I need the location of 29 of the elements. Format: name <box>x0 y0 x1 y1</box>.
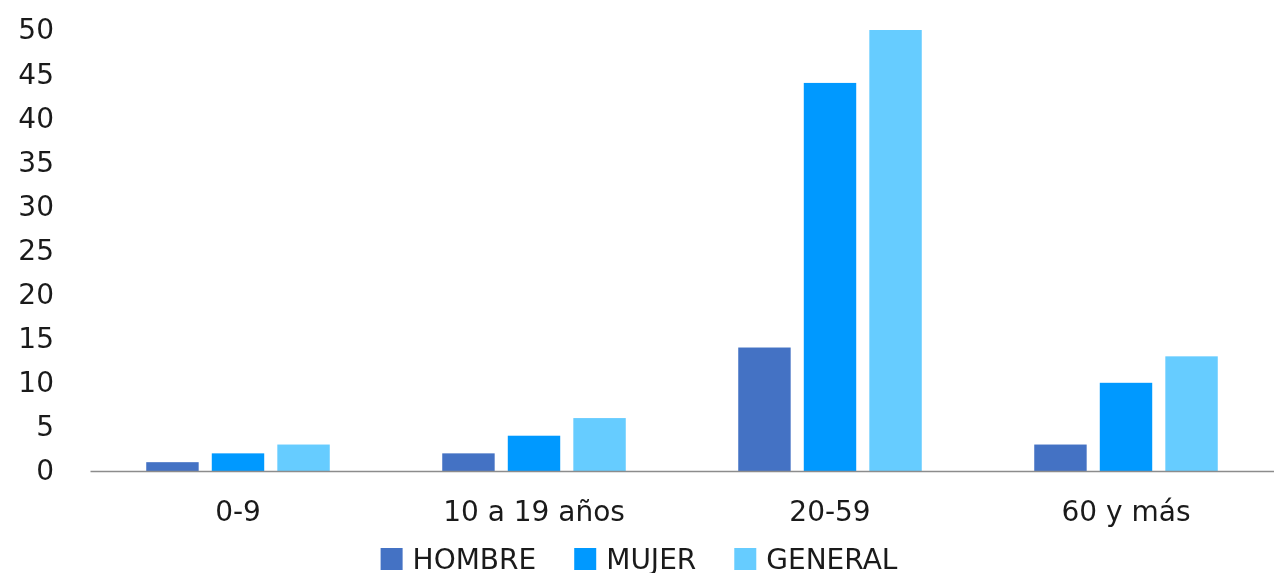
x-tick-label: 10 a 19 años <box>443 494 625 528</box>
x-tick-label: 60 y más <box>1061 494 1191 528</box>
x-tick-label: 0-9 <box>215 494 261 528</box>
y-tick-label: 40 <box>18 101 54 135</box>
y-tick-label: 0 <box>36 454 54 488</box>
y-tick-label: 5 <box>36 410 54 444</box>
y-tick-label: 35 <box>18 145 54 179</box>
bar <box>573 418 626 471</box>
bar <box>738 347 791 471</box>
y-tick-label: 25 <box>18 233 54 267</box>
y-tick-label: 20 <box>18 278 54 312</box>
bar <box>1099 382 1153 471</box>
bar <box>803 82 857 471</box>
bar <box>1034 444 1087 471</box>
y-tick-label: 45 <box>18 57 54 91</box>
x-tick-label: 20-59 <box>789 494 871 528</box>
bar <box>277 444 330 471</box>
bar <box>146 462 199 471</box>
y-tick-label: 30 <box>18 189 54 223</box>
legend-label: HOMBRE <box>412 542 537 573</box>
bar <box>1165 356 1218 471</box>
y-tick-label: 50 <box>18 13 54 47</box>
y-tick-label: 15 <box>18 322 54 356</box>
bar <box>442 453 495 471</box>
bar <box>211 453 265 471</box>
legend-label: GENERAL <box>766 542 898 573</box>
bar <box>507 435 561 471</box>
y-tick-label: 10 <box>18 366 54 400</box>
bar <box>869 30 922 471</box>
